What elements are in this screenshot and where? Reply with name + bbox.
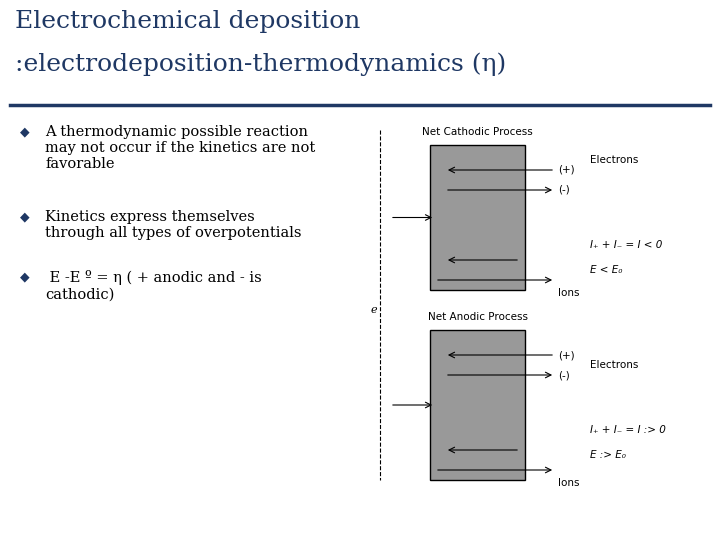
Text: e: e (370, 305, 377, 315)
Text: (+): (+) (558, 165, 575, 175)
Text: Kinetics express themselves
through all types of overpotentials: Kinetics express themselves through all … (45, 210, 302, 240)
Text: Ions: Ions (558, 478, 580, 488)
Text: (-): (-) (558, 185, 570, 195)
Text: Electrons: Electrons (590, 360, 639, 370)
Text: ◆: ◆ (20, 210, 30, 223)
Text: A thermodynamic possible reaction
may not occur if the kinetics are not
favorabl: A thermodynamic possible reaction may no… (45, 125, 315, 171)
Text: I₊ + I₋ = I < 0: I₊ + I₋ = I < 0 (590, 240, 662, 250)
Text: (-): (-) (558, 370, 570, 380)
Bar (430, 330, 525, 480)
Text: E :> E₀: E :> E₀ (590, 450, 626, 460)
Text: :electrodeposition-thermodynamics (η): :electrodeposition-thermodynamics (η) (15, 52, 506, 76)
Text: Electrons: Electrons (590, 155, 639, 165)
Text: ◆: ◆ (20, 125, 30, 138)
Bar (430, 145, 525, 290)
Text: E -E º = η ( + anodic and - is
cathodic): E -E º = η ( + anodic and - is cathodic) (45, 270, 262, 301)
Text: E < E₀: E < E₀ (590, 265, 622, 275)
Text: Ions: Ions (558, 288, 580, 298)
Text: I₊ + I₋ = I :> 0: I₊ + I₋ = I :> 0 (590, 425, 666, 435)
Text: ◆: ◆ (20, 270, 30, 283)
Text: (+): (+) (558, 350, 575, 360)
Text: Net Anodic Process: Net Anodic Process (428, 312, 528, 322)
Text: Net Cathodic Process: Net Cathodic Process (422, 127, 533, 137)
Text: Electrochemical deposition: Electrochemical deposition (15, 10, 361, 33)
